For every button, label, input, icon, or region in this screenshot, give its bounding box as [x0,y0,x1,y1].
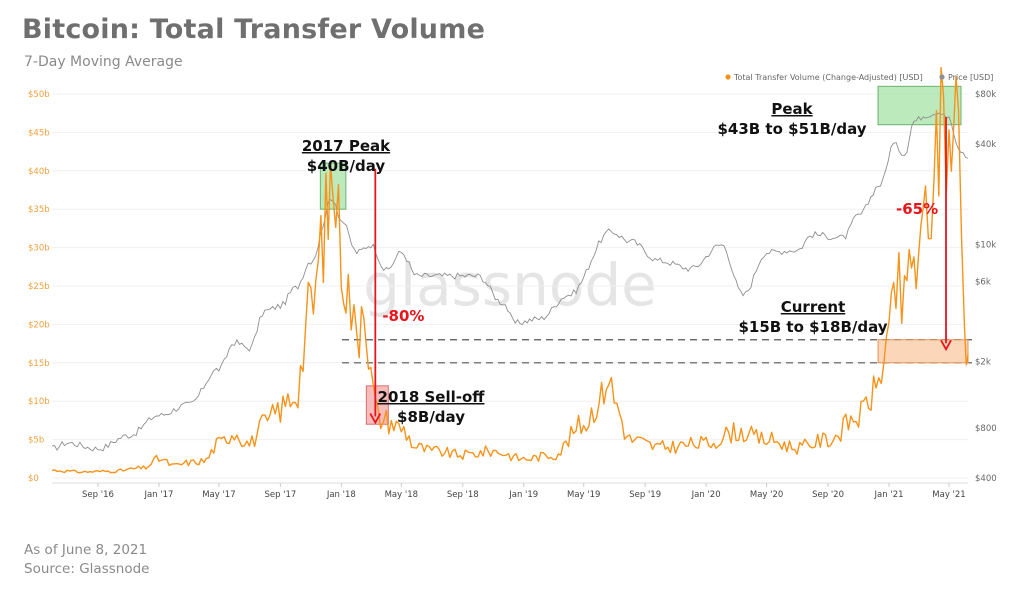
watermark-text: glassnode [363,251,657,319]
x-tick-label: Jan '18 [326,490,356,500]
x-tick-label: May '21 [932,490,965,500]
page-title: Bitcoin: Total Transfer Volume [22,14,486,45]
x-tick-label: Jan '20 [691,490,721,500]
y-right-tick-label: $10k [975,241,996,251]
y-left-tick-label: $45b [28,128,50,138]
x-tick-label: Sep '18 [447,490,479,500]
annotation-peak2021-value: $43B to $51B/day [717,120,866,138]
x-tick-label: May '20 [750,490,783,500]
drop-arrow-2021-head [940,339,952,352]
y-left-tick-label: $20b [28,320,50,330]
annotation-current-value: $15B to $18B/day [738,318,887,336]
annotation-selloff2018-title: 2018 Sell-off [378,388,486,406]
y-right-tick-label: $400 [975,474,997,484]
y-right-tick-label: $800 [975,424,997,434]
y-right-tick-label: $80k [975,90,996,100]
source-note: Source: Glassnode [24,561,150,577]
annotation-peak2017-value: $40B/day [307,157,386,175]
drop-label-2018: -80% [382,307,424,325]
legend-volume-marker [725,74,731,80]
legend-volume-label: Total Transfer Volume (Change-Adjusted) … [733,73,923,82]
x-tick-label: Jan '17 [143,490,173,500]
y-right-tick-label: $40k [975,140,996,150]
drop-arrow-2018-head [369,413,382,425]
annotation-current-title: Current [781,298,846,316]
x-tick-label: Jan '19 [508,490,538,500]
y-left-tick-label: $30b [28,244,50,254]
y-right-tick-label: $6k [975,278,991,288]
x-tick-label: Sep '16 [82,490,114,500]
y-right-tick-label: $2k [975,357,991,367]
legend-price-label: Price [USD] [948,73,993,82]
annotation-selloff2018-value: $8B/day [397,408,465,426]
y-left-tick-label: $50b [28,90,50,100]
highlight-box-current [877,339,969,364]
x-tick-label: Sep '19 [629,490,661,500]
y-left-tick-label: $0 [28,474,39,484]
x-tick-label: May '19 [567,490,600,500]
legend-price-marker [939,74,945,80]
volume-series-line [51,66,969,474]
price-series-line [51,112,969,452]
y-left-tick-label: $10b [28,397,50,407]
as-of-date: As of June 8, 2021 [24,542,148,558]
chart-footer: As of June 8, 2021 Source: Glassnode [24,541,149,579]
x-tick-label: Jan '21 [874,490,904,500]
highlight-box-peak2021 [877,85,962,126]
page-subtitle: 7-Day Moving Average [24,54,183,70]
drop-label-2021: -65% [896,200,938,218]
y-left-tick-label: $25b [28,282,50,292]
x-tick-label: Sep '20 [812,490,844,500]
y-left-tick-label: $35b [28,205,50,215]
annotation-peak2017-title: 2017 Peak [302,137,391,155]
y-left-tick-label: $15b [28,359,50,369]
annotation-peak2021-title: Peak [771,100,813,118]
y-left-tick-label: $40b [28,167,50,177]
x-tick-label: Sep '17 [264,490,296,500]
x-tick-label: May '18 [385,490,418,500]
y-left-tick-label: $5b [28,436,44,446]
x-tick-label: May '17 [202,490,235,500]
